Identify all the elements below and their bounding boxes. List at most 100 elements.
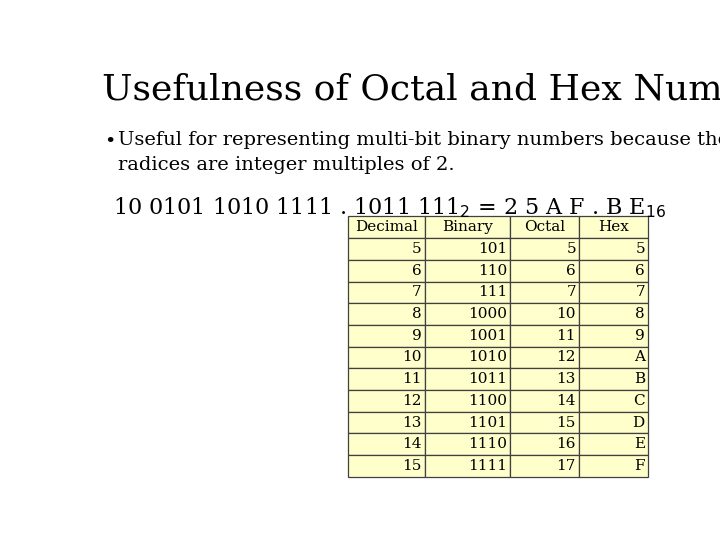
Bar: [348, 325, 425, 347]
Bar: [510, 390, 579, 411]
Text: 5: 5: [635, 242, 645, 256]
Text: 9: 9: [412, 329, 421, 343]
Bar: [348, 347, 425, 368]
Bar: [348, 434, 425, 455]
Bar: [425, 368, 510, 390]
Bar: [348, 303, 425, 325]
Text: 110: 110: [477, 264, 507, 278]
Bar: [510, 368, 579, 390]
Text: 16: 16: [557, 437, 576, 451]
Text: 1000: 1000: [468, 307, 507, 321]
Bar: [579, 368, 648, 390]
Text: 6: 6: [412, 264, 421, 278]
Text: 6: 6: [566, 264, 576, 278]
Bar: [510, 325, 579, 347]
Bar: [348, 368, 425, 390]
Text: 12: 12: [402, 394, 421, 408]
Bar: [579, 238, 648, 260]
Bar: [510, 411, 579, 434]
Text: 13: 13: [402, 415, 421, 429]
Bar: [425, 260, 510, 281]
Text: 7: 7: [412, 286, 421, 299]
Text: 14: 14: [557, 394, 576, 408]
Bar: [348, 455, 425, 477]
Bar: [510, 455, 579, 477]
Text: 1110: 1110: [468, 437, 507, 451]
Bar: [348, 281, 425, 303]
Text: 9: 9: [635, 329, 645, 343]
Bar: [425, 434, 510, 455]
Text: 11: 11: [557, 329, 576, 343]
Bar: [425, 325, 510, 347]
Text: 17: 17: [557, 459, 576, 473]
Bar: [579, 281, 648, 303]
Text: 15: 15: [557, 415, 576, 429]
Text: 7: 7: [635, 286, 645, 299]
Bar: [579, 455, 648, 477]
Text: 111: 111: [477, 286, 507, 299]
Text: 10: 10: [557, 307, 576, 321]
Text: 5: 5: [412, 242, 421, 256]
Bar: [579, 411, 648, 434]
Bar: [510, 238, 579, 260]
Bar: [348, 217, 425, 238]
Text: 1100: 1100: [468, 394, 507, 408]
Bar: [510, 217, 579, 238]
Bar: [579, 390, 648, 411]
Bar: [425, 238, 510, 260]
Text: 10 0101 1010 1111 . 1011 111$_2$ = 2 5 A F . B E$_{16}$: 10 0101 1010 1111 . 1011 111$_2$ = 2 5 A…: [113, 195, 667, 220]
Text: Decimal: Decimal: [355, 220, 418, 234]
Text: 1111: 1111: [468, 459, 507, 473]
Bar: [579, 260, 648, 281]
Text: 1010: 1010: [468, 350, 507, 365]
Bar: [425, 455, 510, 477]
Bar: [425, 411, 510, 434]
Text: E: E: [634, 437, 645, 451]
Text: 13: 13: [557, 372, 576, 386]
Bar: [425, 303, 510, 325]
Text: 11: 11: [402, 372, 421, 386]
Text: 14: 14: [402, 437, 421, 451]
Text: F: F: [634, 459, 645, 473]
Bar: [348, 238, 425, 260]
Bar: [510, 434, 579, 455]
Bar: [579, 434, 648, 455]
Bar: [510, 281, 579, 303]
Text: 101: 101: [477, 242, 507, 256]
Bar: [425, 390, 510, 411]
Bar: [425, 281, 510, 303]
Bar: [348, 260, 425, 281]
Bar: [579, 303, 648, 325]
Text: A: A: [634, 350, 645, 365]
Text: 7: 7: [567, 286, 576, 299]
Bar: [510, 347, 579, 368]
Text: 8: 8: [635, 307, 645, 321]
Text: Hex: Hex: [598, 220, 629, 234]
Bar: [348, 411, 425, 434]
Text: 5: 5: [567, 242, 576, 256]
Text: 6: 6: [635, 264, 645, 278]
Text: 1011: 1011: [468, 372, 507, 386]
Bar: [510, 260, 579, 281]
Bar: [348, 390, 425, 411]
Bar: [579, 217, 648, 238]
Bar: [579, 325, 648, 347]
Text: Binary: Binary: [442, 220, 492, 234]
Bar: [510, 303, 579, 325]
Text: Octal: Octal: [524, 220, 565, 234]
Text: 8: 8: [412, 307, 421, 321]
Bar: [425, 347, 510, 368]
Text: Usefulness of Octal and Hex Numbers: Usefulness of Octal and Hex Numbers: [102, 72, 720, 106]
Text: 12: 12: [557, 350, 576, 365]
Text: 1001: 1001: [468, 329, 507, 343]
Text: •: •: [104, 132, 115, 151]
Bar: [425, 217, 510, 238]
Text: C: C: [634, 394, 645, 408]
Text: 15: 15: [402, 459, 421, 473]
Bar: [579, 347, 648, 368]
Text: 1101: 1101: [468, 415, 507, 429]
Text: Useful for representing multi-bit binary numbers because their
radices are integ: Useful for representing multi-bit binary…: [118, 131, 720, 174]
Text: B: B: [634, 372, 645, 386]
Text: D: D: [633, 415, 645, 429]
Text: 10: 10: [402, 350, 421, 365]
